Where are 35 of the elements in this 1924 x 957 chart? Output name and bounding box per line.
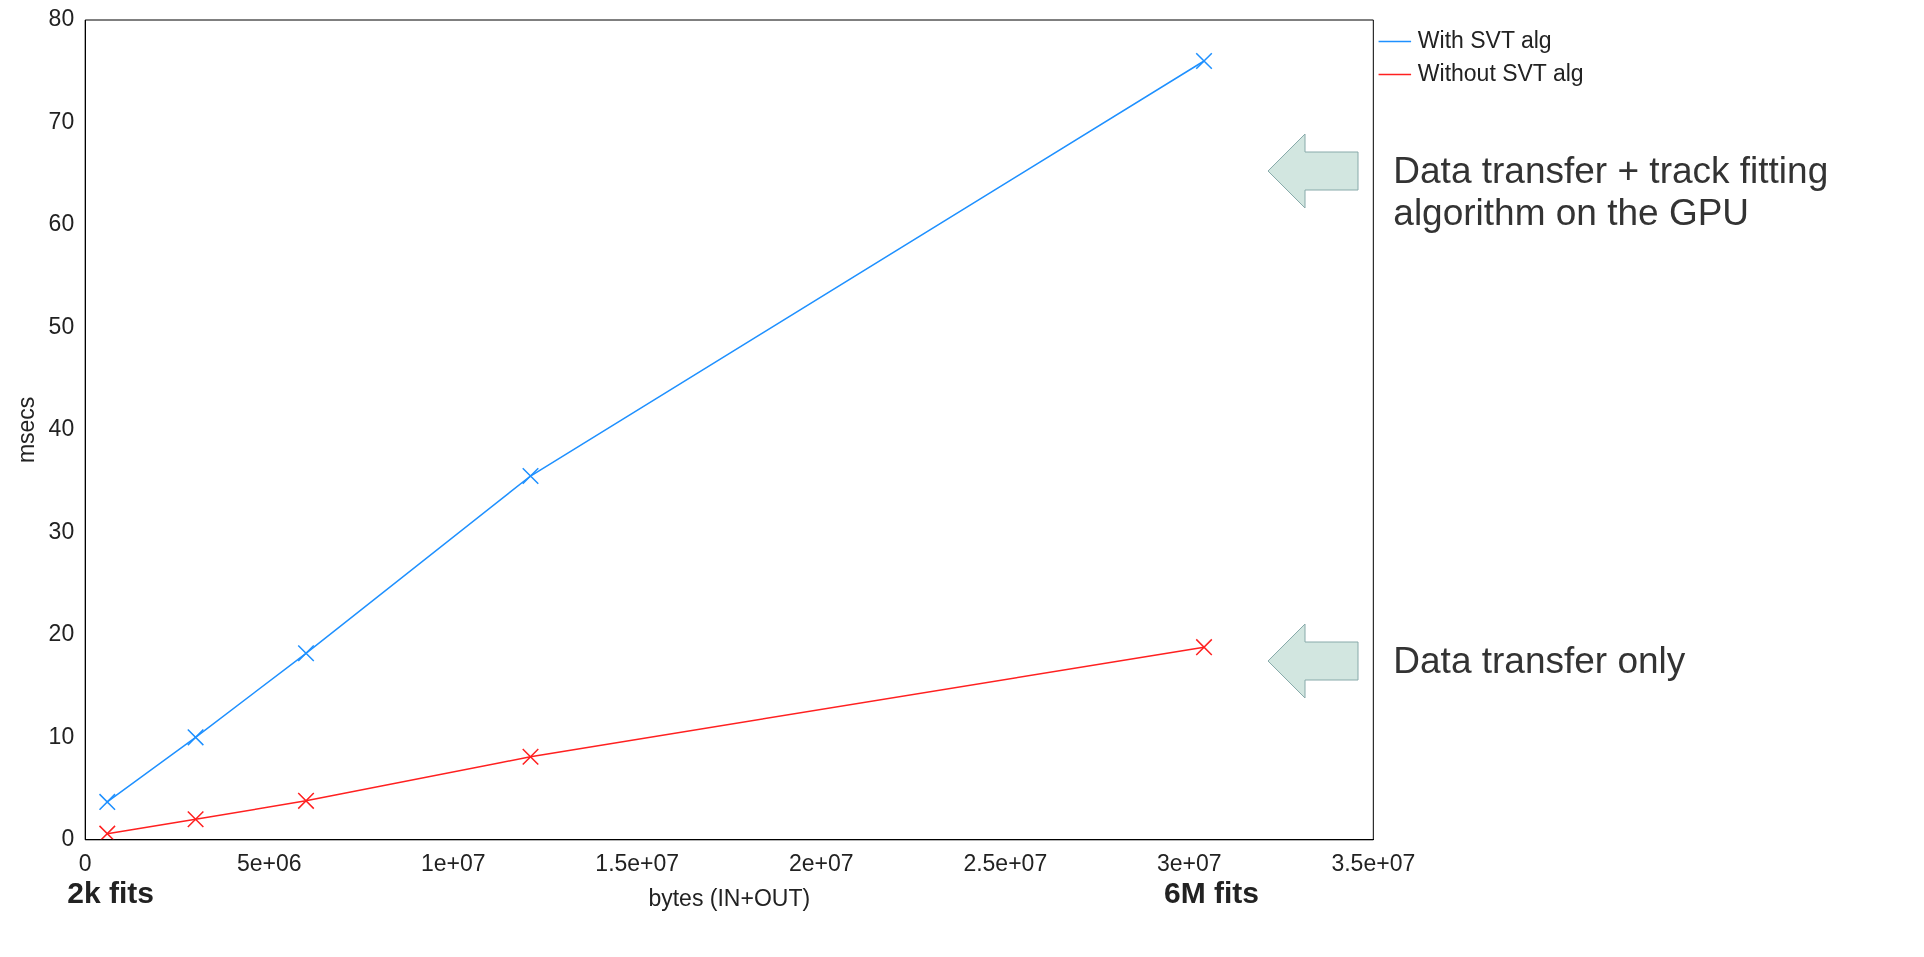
y-tick-label: 0 [61, 825, 75, 852]
x-tick-label: 0 [78, 849, 92, 876]
x-tick-label: 2e+07 [788, 849, 854, 876]
y-tick-label: 30 [48, 517, 75, 544]
x-tick-label: 3e+07 [1157, 849, 1222, 876]
point [521, 467, 540, 485]
point [521, 748, 540, 766]
point [187, 728, 205, 746]
x-axis-title: bytes (IN+OUT) [648, 884, 811, 911]
y-tick-label: 40 [48, 415, 75, 442]
legend-label: With SVT alg [1417, 26, 1552, 53]
point [98, 793, 116, 811]
text: Data transfer + track fitting algorithm on the GPU [1393, 150, 1830, 234]
x-tick-label: 2.5e+07 [963, 849, 1048, 876]
y-tick-label: 70 [48, 107, 75, 134]
point [98, 825, 116, 840]
x-tick-label: 1e+07 [420, 849, 486, 876]
text: 6M fits [1164, 874, 1260, 911]
y-tick-label: 60 [48, 210, 75, 237]
legend-label: Without SVT alg [1417, 59, 1584, 86]
point [297, 644, 315, 662]
y-axis-title: msecs [13, 396, 40, 464]
point [297, 792, 315, 810]
text: Data transfer only [1393, 640, 1687, 682]
y-tick-label: 10 [48, 722, 75, 749]
y-tick-label: 80 [48, 5, 75, 32]
text: 2k fits [67, 874, 154, 911]
x-tick-label: 3.5e+07 [1331, 849, 1416, 876]
point [1195, 52, 1213, 70]
x-tick-label: 5e+06 [236, 849, 302, 876]
y-tick-label: 50 [48, 312, 75, 339]
point [1195, 638, 1213, 656]
point [187, 810, 205, 828]
y-tick-label: 20 [48, 620, 75, 647]
x-tick-label: 1.5e+07 [595, 849, 680, 876]
